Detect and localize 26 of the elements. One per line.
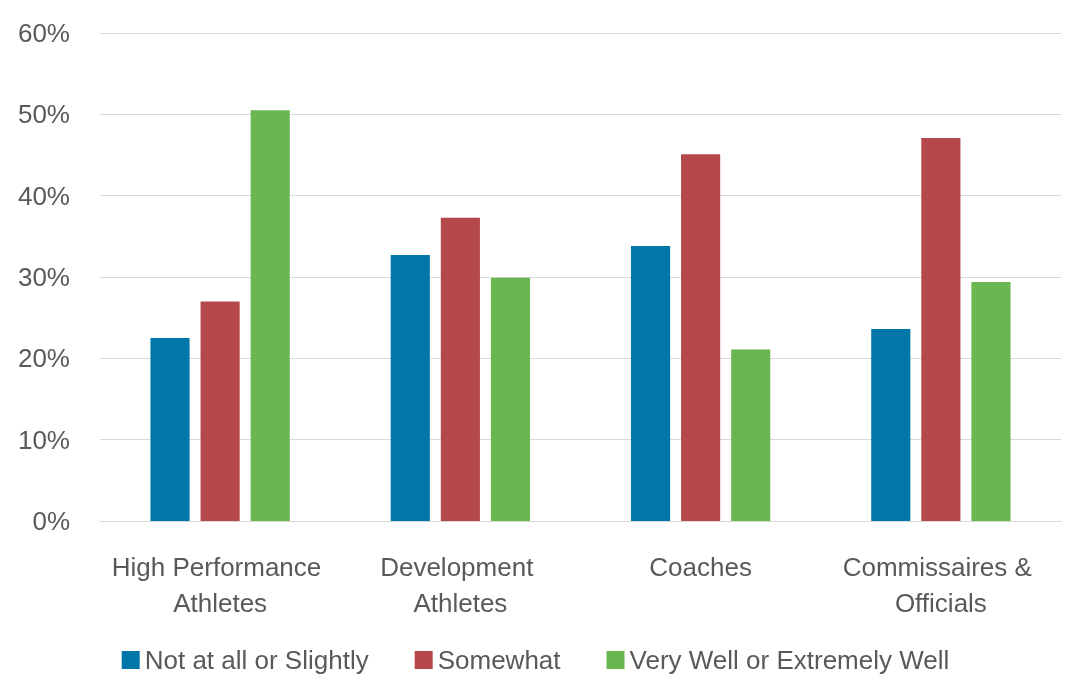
bar — [200, 301, 240, 521]
y-tick-label: 10% — [17, 424, 70, 455]
x-tick-label: High Performance Athletes — [111, 552, 329, 618]
bar — [440, 217, 480, 521]
y-tick-label: 50% — [17, 99, 70, 130]
legend-label: Very Well or Extremely Well — [629, 645, 950, 675]
y-tick-label: 30% — [17, 262, 70, 292]
x-tick-label: Commissaires & Officials — [842, 552, 1040, 618]
bar — [971, 281, 1011, 521]
y-tick-label: 20% — [17, 343, 70, 374]
x-tick-label: Coaches — [649, 552, 752, 582]
legend-label: Somewhat — [437, 645, 562, 675]
bar — [921, 137, 961, 521]
x-tick-label: Development Athletes — [380, 552, 541, 618]
bar — [390, 255, 430, 521]
bar — [871, 329, 911, 521]
bar — [150, 338, 190, 521]
y-tick-label: 40% — [17, 180, 70, 211]
legend-label: Not at all or Slightly — [144, 645, 369, 675]
y-tick-label: 60% — [17, 18, 70, 48]
bar — [490, 277, 531, 521]
bar — [250, 110, 290, 521]
y-tick-label: 0% — [32, 506, 70, 536]
bar — [731, 349, 771, 521]
bar — [630, 246, 671, 521]
bar — [681, 154, 721, 521]
